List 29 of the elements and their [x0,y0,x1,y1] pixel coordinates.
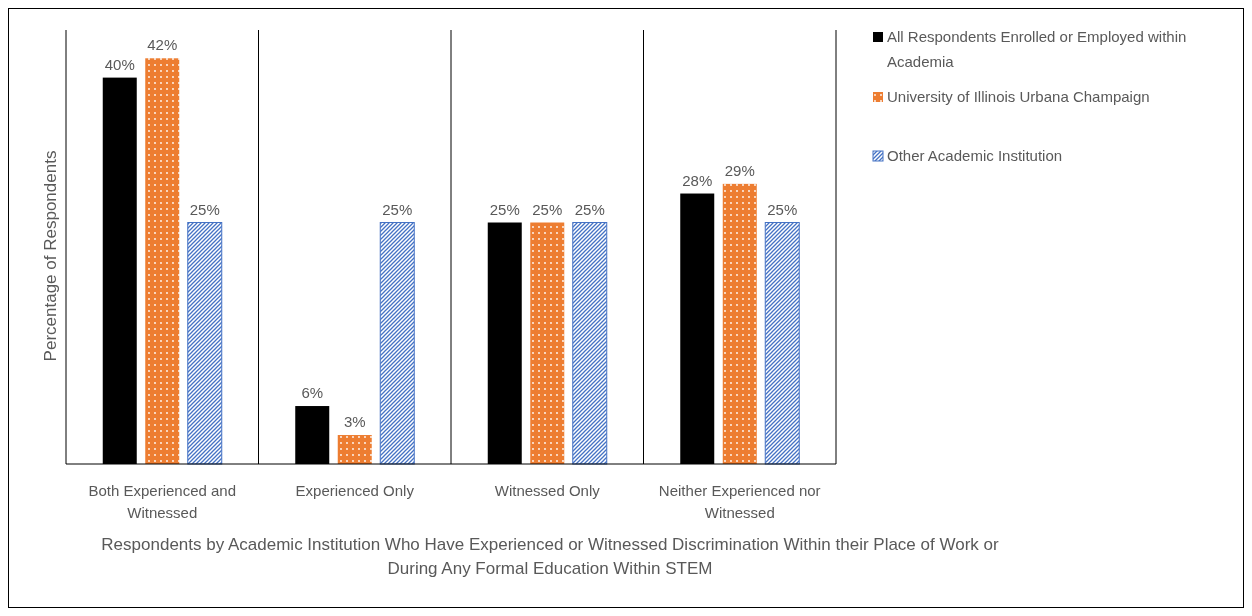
data-label: 6% [301,384,324,402]
data-label: 3% [343,413,366,431]
data-label: 25% [189,200,220,218]
bar [337,435,372,464]
legend-label: Other Academic Institution [887,147,1063,164]
data-label: 29% [724,161,755,179]
bar [572,222,608,465]
bar [722,183,757,464]
y-axis-title: Percentage of Respondents [41,150,60,362]
bar [764,222,800,465]
data-label: 28% [682,171,713,189]
x-axis-title: Respondents by Academic Institution Who Have Experienced or Witnessed Discrimination Within their Place of Work or During Any Formal Education Within STEM [101,535,999,578]
data-label: 40% [104,55,135,73]
x-tick-label: Neither Experienced nor Witnessed [658,482,821,521]
x-tick-label: Witnessed Only [494,482,601,499]
data-label: 42% [147,36,178,54]
legend-label: University of Illinois Urbana Champaign [887,88,1150,105]
legend-label: All Respondents Enrolled or Employed within Academia [887,28,1187,70]
data-label: 25% [532,200,563,218]
bar [187,222,223,465]
x-tick-label: Both Experienced and Witnessed [88,482,237,521]
bar [145,58,180,464]
bar [379,222,415,465]
data-label: 25% [767,200,798,218]
x-tick-label: Experienced Only [295,482,415,499]
data-label: 25% [574,200,605,218]
data-label: 25% [382,200,413,218]
bar [530,222,565,464]
data-label: 25% [489,200,520,218]
